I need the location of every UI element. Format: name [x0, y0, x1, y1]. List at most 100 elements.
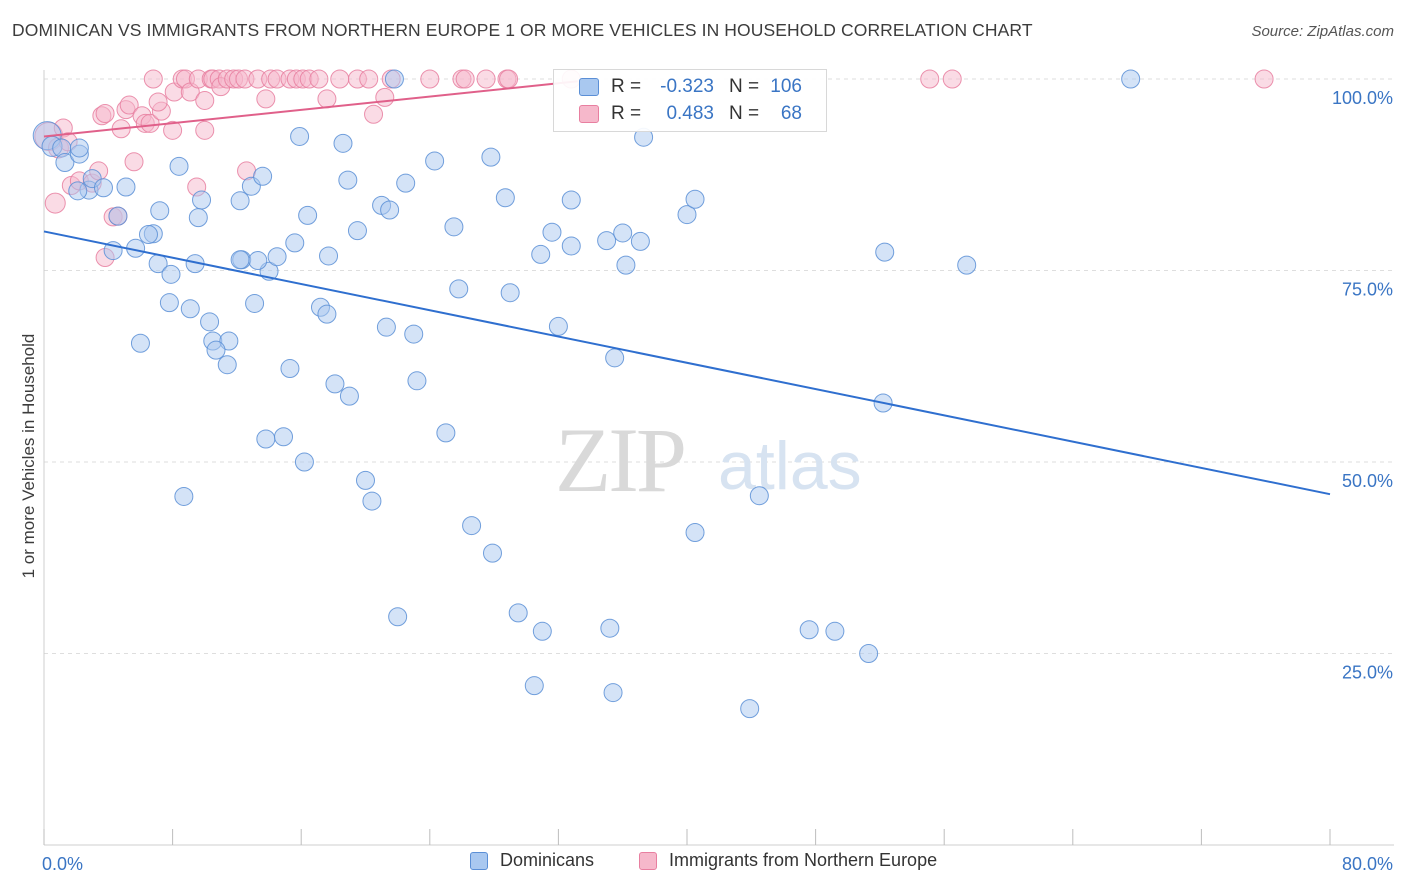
immigrants-point: [359, 69, 379, 89]
dominicans-point: [169, 156, 189, 176]
immigrants-point: [455, 69, 475, 89]
dominicans-point: [108, 206, 128, 226]
dominicans-point: [161, 264, 181, 284]
y-tick-label: 100.0%: [1332, 88, 1393, 108]
dominicans-point: [1121, 69, 1141, 89]
dominicans-point: [325, 374, 345, 394]
immigrants-point: [476, 69, 496, 89]
dominicans-point: [206, 340, 226, 360]
dominicans-point: [347, 221, 367, 241]
legend-item-dominicans[interactable]: Dominicans: [470, 850, 594, 871]
immigrants-point: [195, 120, 215, 140]
chart-legend: Dominicans Immigrants from Northern Euro…: [0, 850, 1406, 880]
dominicans-point: [531, 244, 551, 264]
r-value-dominicans: -0.323: [660, 76, 714, 97]
dominicans-point: [138, 224, 158, 244]
dominicans-point: [508, 603, 528, 623]
x-tick-label: 0.0%: [42, 854, 83, 874]
dominicans-point: [548, 316, 568, 336]
dominicans-point: [404, 324, 424, 344]
immigrants-point: [942, 69, 962, 89]
n-label: N =: [729, 103, 760, 124]
dominicans-point: [116, 177, 136, 197]
dominicans-point: [561, 236, 581, 256]
dominicans-point: [248, 251, 268, 271]
immigrants-point: [44, 192, 66, 214]
series-dominicans-points: [32, 69, 1141, 719]
dominicans-point: [192, 190, 212, 210]
immigrants-point: [119, 95, 139, 115]
immigrants-point: [140, 113, 160, 133]
dominicans-point: [298, 205, 318, 225]
dominicans-point: [449, 279, 469, 299]
r-label: R =: [611, 103, 642, 124]
dominicans-point: [339, 386, 359, 406]
dominicans-point: [444, 217, 464, 237]
stats-box: R = -0.323 N = 106 R = 0.483 N = 68: [553, 69, 827, 132]
legend-label-dominicans: Dominicans: [500, 850, 595, 870]
immigrants-point: [499, 69, 519, 89]
dominicans-point: [613, 223, 633, 243]
r-label: R =: [611, 76, 642, 97]
axes: [43, 70, 1394, 846]
dominicans-point: [685, 522, 705, 542]
watermark-atlas: atlas: [718, 428, 862, 504]
dominicans-point: [69, 138, 89, 158]
n-value-immigrants: 68: [780, 103, 802, 124]
dominicans-point: [875, 242, 895, 262]
dominicans-point: [605, 348, 625, 368]
immigrants-point: [256, 89, 276, 109]
immigrants-point: [148, 92, 168, 112]
legend-swatch-pink: [639, 851, 657, 870]
dominicans-point: [500, 283, 520, 303]
dominicans-point: [274, 427, 294, 447]
dominicans-point: [285, 233, 305, 253]
y-tick-label: 25.0%: [1342, 663, 1393, 683]
immigrants-point: [420, 69, 440, 89]
y-axis-title: 1 or more Vehicles in Household: [19, 334, 38, 579]
dominicans-point: [482, 543, 502, 563]
r-value-immigrants: 0.483: [666, 103, 714, 124]
dominicans-point: [597, 231, 617, 251]
stats-row-immigrants: R = 0.483 N = 68: [554, 101, 826, 127]
dominicans-point: [219, 331, 239, 351]
immigrants-trend-line: [43, 80, 578, 138]
legend-label-immigrants: Immigrants from Northern Europe: [669, 850, 938, 870]
dominicans-point: [150, 201, 170, 221]
legend-item-immigrants[interactable]: Immigrants from Northern Europe: [639, 850, 937, 871]
dominicans-point: [600, 618, 620, 638]
watermark: ZIP atlas: [555, 409, 862, 511]
dominicans-point: [561, 190, 581, 210]
immigrants-point: [375, 87, 395, 107]
dominicans-point: [253, 166, 273, 186]
dominicans-point: [245, 293, 265, 313]
dominicans-point: [603, 683, 623, 703]
dominicans-point: [174, 486, 194, 506]
immigrants-point: [317, 89, 337, 109]
immigrants-point: [124, 152, 144, 172]
dominicans-point: [333, 133, 353, 153]
source-credit: Source: ZipAtlas.com: [1251, 23, 1394, 40]
dominicans-trend-line: [43, 230, 1331, 496]
dominicans-point: [436, 423, 456, 443]
immigrants-point: [364, 104, 384, 124]
dominicans-point: [230, 191, 250, 211]
dominicans-point: [256, 429, 276, 449]
immigrants-point: [920, 69, 940, 89]
dominicans-point: [396, 173, 416, 193]
dominicans-point: [532, 621, 552, 641]
dominicans-point: [749, 486, 769, 506]
immigrants-point: [309, 69, 329, 89]
dominicans-point: [180, 299, 200, 319]
dominicans-point: [290, 126, 310, 146]
dominicans-point: [294, 452, 314, 472]
dominicans-point: [388, 607, 408, 627]
dominicans-point: [380, 200, 400, 220]
dominicans-point: [677, 205, 697, 225]
y-tick-label: 75.0%: [1342, 280, 1393, 300]
dominicans-point: [425, 151, 445, 171]
dominicans-point: [362, 491, 382, 511]
immigrants-point: [163, 120, 183, 140]
legend-swatch-blue: [470, 851, 488, 870]
